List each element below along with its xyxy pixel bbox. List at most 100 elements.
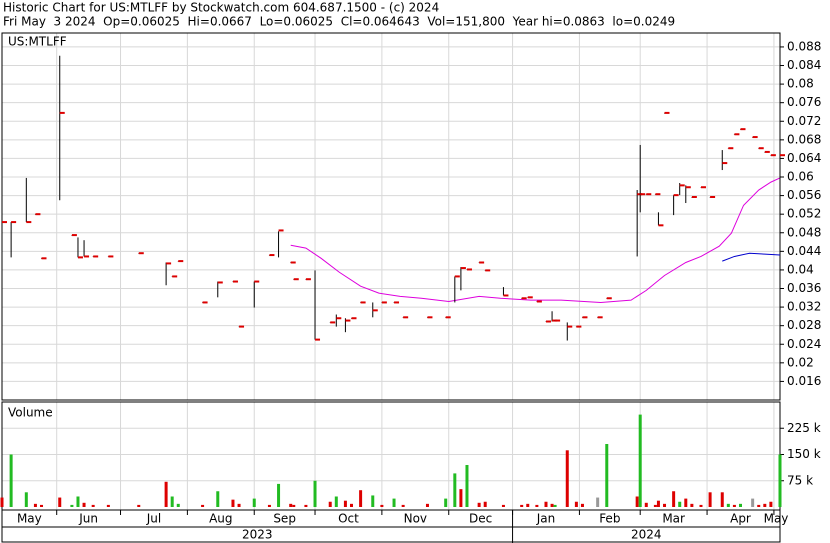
y-tick-label: 0.056 bbox=[787, 188, 821, 202]
x-tick-label: Jul bbox=[146, 512, 161, 526]
volume-bar bbox=[401, 504, 405, 507]
volume-bar bbox=[596, 497, 600, 507]
x-tick-label: Apr bbox=[730, 512, 751, 526]
y-tick-label: 0.076 bbox=[787, 95, 821, 109]
volume-bar bbox=[106, 504, 110, 507]
x-tick-label: May bbox=[764, 512, 789, 526]
volume-bar bbox=[580, 503, 584, 507]
y-tick-label: 0.036 bbox=[787, 281, 821, 295]
year-label: 2024 bbox=[631, 528, 662, 542]
y-tick-label: 0.02 bbox=[787, 355, 814, 369]
volume-bar bbox=[720, 492, 724, 507]
chart-title: Historic Chart for US:MTLFF by Stockwatc… bbox=[3, 1, 439, 15]
volume-bar bbox=[769, 501, 773, 507]
volume-bar bbox=[201, 504, 205, 507]
volume-bar bbox=[292, 504, 296, 507]
volume-bar bbox=[459, 489, 463, 507]
volume-bar bbox=[349, 503, 353, 507]
volume-bar bbox=[690, 503, 694, 507]
volume-bar bbox=[9, 454, 13, 507]
volume-bar bbox=[176, 503, 180, 507]
volume-bar bbox=[553, 504, 557, 507]
x-tick-label: Oct bbox=[338, 512, 359, 526]
y-tick-label: 0.016 bbox=[787, 374, 821, 388]
moving-average bbox=[722, 252, 781, 262]
volume-bar bbox=[477, 502, 481, 507]
volume-bar bbox=[699, 504, 703, 507]
volume-bar bbox=[708, 492, 712, 507]
y-tick-label: 150 k bbox=[787, 447, 821, 461]
volume-bar bbox=[58, 497, 62, 507]
volume-bar bbox=[40, 504, 44, 507]
x-tick-label: Dec bbox=[469, 512, 492, 526]
y-tick-label: 0.068 bbox=[787, 132, 821, 146]
x-tick-label: Jan bbox=[536, 512, 556, 526]
volume-bar bbox=[304, 504, 308, 507]
y-tick-label: 0.08 bbox=[787, 77, 814, 91]
y-tick-label: 0.084 bbox=[787, 58, 821, 72]
volume-bar bbox=[164, 481, 168, 507]
y-tick-label: 0.06 bbox=[787, 170, 814, 184]
volume-bar bbox=[605, 444, 609, 507]
y-tick-label: 0.028 bbox=[787, 318, 821, 332]
volume-bar bbox=[453, 473, 457, 507]
volume-bar bbox=[76, 496, 80, 507]
volume-bar bbox=[653, 504, 657, 507]
x-tick-label: Aug bbox=[209, 512, 232, 526]
x-tick-label: Feb bbox=[599, 512, 620, 526]
volume-bar bbox=[684, 498, 688, 507]
x-tick-label: Nov bbox=[404, 512, 427, 526]
y-tick-label: 75 k bbox=[787, 473, 813, 487]
volume-bar bbox=[70, 504, 74, 507]
y-tick-label: 0.024 bbox=[787, 337, 821, 351]
volume-bar bbox=[535, 504, 539, 507]
volume-bar bbox=[237, 503, 241, 507]
volume-bar bbox=[638, 414, 642, 507]
volume-bar bbox=[328, 501, 332, 507]
volume-bar bbox=[574, 501, 578, 507]
volume-bar bbox=[380, 504, 384, 507]
volume-bar bbox=[91, 504, 95, 507]
y-tick-label: 0.048 bbox=[787, 225, 821, 239]
y-tick-label: 0.032 bbox=[787, 300, 821, 314]
volume-bar bbox=[565, 450, 569, 507]
y-tick-label: 0.064 bbox=[787, 151, 821, 165]
y-tick-label: 225 k bbox=[787, 421, 821, 435]
volume-bar bbox=[289, 503, 293, 507]
x-tick-label: Mar bbox=[662, 512, 685, 526]
volume-bar bbox=[137, 504, 141, 507]
moving-average bbox=[290, 177, 781, 303]
volume-bar bbox=[170, 496, 174, 507]
y-tick-label: 0.04 bbox=[787, 262, 814, 276]
volume-bar bbox=[644, 502, 648, 507]
volume-bar bbox=[359, 490, 363, 507]
volume-bar bbox=[732, 504, 736, 507]
y-tick-label: 0.052 bbox=[787, 207, 821, 221]
volume-bar bbox=[465, 465, 469, 507]
volume-bar bbox=[656, 500, 660, 507]
volume-bar bbox=[425, 503, 429, 507]
volume-bar bbox=[635, 496, 639, 507]
volume-bar bbox=[726, 503, 730, 507]
volume-bar bbox=[231, 499, 235, 507]
volume-bar bbox=[343, 500, 347, 507]
volume-bar bbox=[501, 504, 505, 507]
volume-bar bbox=[334, 496, 338, 507]
volume-bar bbox=[738, 503, 742, 507]
y-tick-label: 0.044 bbox=[787, 244, 821, 258]
volume-bar bbox=[526, 503, 530, 507]
chart-subtitle: Fri May 3 2024 Op=0.06025 Hi=0.0667 Lo=0… bbox=[3, 15, 675, 29]
volume-bar bbox=[24, 492, 28, 507]
volume-bar bbox=[757, 504, 761, 507]
volume-bar bbox=[751, 498, 755, 507]
volume-bar bbox=[672, 491, 676, 507]
volume-bar bbox=[663, 503, 667, 507]
x-axis-panel bbox=[1, 509, 781, 543]
volume-bar bbox=[33, 503, 37, 507]
volume-bar bbox=[392, 498, 396, 507]
y-tick-label: 0.088 bbox=[787, 39, 821, 53]
year-label: 2023 bbox=[242, 528, 273, 542]
y-tick-label: 0.072 bbox=[787, 114, 821, 128]
volume-bar bbox=[778, 454, 782, 507]
